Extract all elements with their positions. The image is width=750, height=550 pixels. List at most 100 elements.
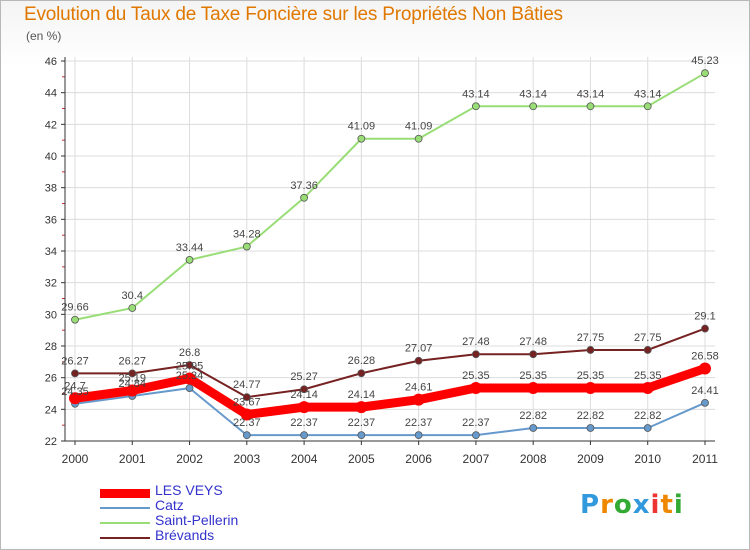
series-line-saint-pellerin (74, 72, 706, 321)
logo-letter: o (613, 490, 633, 520)
logo-letter: x (632, 490, 651, 520)
data-point-les-veys (240, 408, 253, 421)
data-label-les-veys: 25.35 (462, 370, 490, 382)
data-point-catz (185, 384, 194, 393)
data-label-les-veys: 25.19 (119, 372, 147, 384)
data-label-saint-pellerin: 29.66 (61, 302, 89, 314)
data-label-saint-pellerin: 34.28 (233, 229, 261, 241)
legend-label-catz: Catz (155, 497, 184, 513)
data-label-les-veys: 24.7 (64, 380, 85, 392)
data-label-catz: 22.37 (462, 417, 490, 429)
series-line-catz (74, 387, 706, 437)
data-point-saint-pellerin (586, 102, 595, 111)
data-label-saint-pellerin: 43.14 (634, 88, 662, 100)
data-point-les-veys (183, 372, 196, 385)
data-label-les-veys: 26.58 (691, 350, 719, 362)
data-point-br-vands (357, 369, 366, 378)
data-point-catz (300, 431, 308, 440)
data-label-saint-pellerin: 41.09 (405, 121, 433, 133)
proxiti-logo: Proxiti (580, 490, 684, 520)
legend-label-br-vands: Brévands (155, 527, 215, 543)
y-tick-label: 28 (45, 341, 57, 353)
data-point-br-vands (472, 350, 480, 359)
y-tick-label: 40 (45, 151, 57, 163)
x-tick-label: 2010 (634, 452, 661, 466)
data-label-les-veys: 25.35 (577, 370, 605, 382)
data-point-br-vands (586, 346, 595, 354)
data-label-saint-pellerin: 30.4 (122, 290, 143, 302)
data-point-les-veys (412, 393, 425, 406)
data-label-saint-pellerin: 41.09 (348, 121, 376, 133)
data-point-les-veys (641, 381, 654, 394)
data-point-les-veys (527, 381, 540, 394)
x-tick-label: 2003 (233, 452, 260, 466)
data-point-catz (414, 431, 423, 440)
x-tick-label: 2009 (577, 452, 604, 466)
data-label-saint-pellerin: 45.23 (691, 55, 719, 67)
data-label-br-vands: 27.07 (405, 343, 433, 355)
data-point-catz (701, 398, 709, 407)
data-point-catz (357, 431, 366, 440)
data-label-catz: 22.37 (405, 417, 433, 429)
data-point-catz (242, 431, 251, 440)
data-point-br-vands (128, 369, 137, 378)
logo-letter: P (580, 490, 601, 520)
data-point-catz (586, 424, 595, 432)
y-tick-label: 38 (45, 183, 57, 195)
data-point-saint-pellerin (472, 102, 480, 111)
logo-letter: i (673, 490, 684, 520)
y-tick-label: 34 (45, 246, 57, 258)
data-point-catz (529, 424, 538, 432)
data-label-br-vands: 29.1 (694, 311, 715, 323)
data-point-saint-pellerin (300, 193, 308, 202)
data-point-br-vands (185, 361, 194, 369)
x-tick-label: 2006 (405, 452, 432, 466)
data-point-les-veys (126, 384, 139, 397)
y-tick-label: 36 (45, 214, 57, 226)
data-label-les-veys: 23.67 (233, 397, 261, 409)
data-point-les-veys (69, 392, 81, 405)
data-label-saint-pellerin: 33.44 (176, 242, 204, 254)
chart-title: Evolution du Taux de Taxe Foncière sur l… (24, 4, 563, 25)
data-label-les-veys: 25.35 (519, 370, 547, 382)
data-label-saint-pellerin: 43.14 (577, 88, 605, 100)
data-label-br-vands: 26.28 (348, 355, 376, 367)
data-point-saint-pellerin (128, 304, 137, 312)
legend-swatch-les-veys (100, 488, 150, 498)
data-label-catz: 22.82 (577, 410, 605, 422)
data-label-br-vands: 24.77 (233, 379, 261, 391)
x-tick-label: 2000 (62, 452, 89, 466)
data-point-br-vands (701, 324, 709, 333)
data-label-catz: 24.41 (691, 385, 719, 397)
data-point-saint-pellerin (529, 102, 538, 111)
data-point-les-veys (298, 401, 311, 414)
data-label-br-vands: 25.27 (290, 371, 318, 383)
data-label-les-veys: 25.35 (634, 370, 662, 382)
legend-swatch-catz (100, 507, 150, 509)
data-label-les-veys: 24.14 (348, 389, 376, 401)
x-tick-label: 2005 (348, 452, 375, 466)
x-tick-label: 2008 (520, 452, 547, 466)
data-point-catz (472, 431, 480, 440)
data-point-les-veys (469, 381, 482, 394)
x-tick-label: 2004 (291, 452, 318, 466)
legend-label-saint-pellerin: Saint-Pellerin (155, 512, 239, 528)
plot-area (65, 57, 715, 441)
data-point-br-vands (242, 393, 251, 402)
y-tick-label: 42 (45, 119, 57, 131)
data-label-saint-pellerin: 37.36 (290, 180, 318, 192)
data-label-br-vands: 26.27 (119, 355, 147, 367)
y-tick-label: 24 (45, 404, 57, 416)
data-label-br-vands: 26.27 (61, 355, 89, 367)
data-point-les-veys (584, 381, 597, 394)
data-point-saint-pellerin (185, 255, 194, 264)
y-tick-label: 30 (45, 309, 57, 321)
data-point-br-vands (529, 350, 538, 359)
series-line-les-veys (74, 364, 707, 420)
data-label-les-veys: 24.14 (290, 389, 318, 401)
data-label-catz: 22.37 (290, 417, 318, 429)
legend-swatch-saint-pellerin (100, 522, 150, 524)
y-tick-label: 44 (45, 88, 57, 100)
data-label-catz: 22.37 (348, 417, 376, 429)
